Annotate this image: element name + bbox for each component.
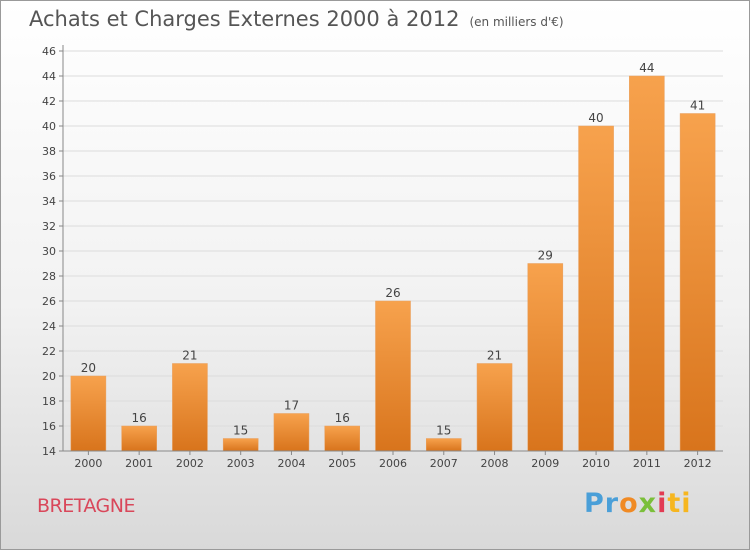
axes: 14 16 18 20 22 24 26 28 30 32 34 36 38 40 42 44 46 2000 20… bbox=[42, 45, 723, 470]
bar bbox=[172, 363, 208, 452]
y-tick-label: 38 bbox=[42, 145, 56, 158]
data-label: 26 bbox=[385, 286, 400, 300]
chart-title: Achats et Charges Externes 2000 à 2012 (e… bbox=[29, 7, 564, 31]
bar bbox=[679, 113, 716, 452]
logo-part: Pr bbox=[584, 488, 620, 519]
bar bbox=[629, 75, 665, 452]
bar bbox=[324, 425, 360, 452]
bar bbox=[426, 438, 462, 452]
y-tick-label: 20 bbox=[42, 370, 56, 383]
x-tick-label: 2011 bbox=[633, 457, 661, 470]
data-label: 15 bbox=[233, 424, 248, 438]
x-tick-label: 2012 bbox=[684, 457, 712, 470]
y-tick-label: 40 bbox=[42, 120, 56, 133]
title-text: Achats et Charges Externes 2000 à 2012 bbox=[29, 7, 460, 31]
bar bbox=[527, 263, 564, 452]
bar bbox=[375, 300, 411, 452]
data-label: 44 bbox=[639, 61, 654, 75]
x-tick-label: 2009 bbox=[531, 457, 559, 470]
bars: 20 16 21 15 17 16 26 15 21 29 40 44 41 bbox=[70, 61, 716, 452]
data-label: 15 bbox=[436, 424, 451, 438]
data-label: 41 bbox=[690, 99, 705, 113]
bar bbox=[476, 363, 513, 452]
y-tick-label: 36 bbox=[42, 170, 56, 183]
logo-part: ti bbox=[667, 488, 692, 519]
logo-part: x bbox=[638, 488, 658, 519]
data-label: 20 bbox=[81, 361, 96, 375]
chart-subtitle: (en milliers d'€) bbox=[469, 15, 564, 29]
x-tick-label: 2002 bbox=[176, 457, 204, 470]
data-label: 17 bbox=[284, 399, 299, 413]
y-tick-label: 24 bbox=[42, 320, 56, 333]
bar bbox=[273, 413, 310, 452]
data-label: 16 bbox=[132, 411, 147, 425]
data-label: 21 bbox=[487, 349, 502, 363]
x-tick-label: 2000 bbox=[74, 457, 102, 470]
bar bbox=[222, 438, 259, 452]
data-label: 21 bbox=[182, 349, 197, 363]
data-label: 16 bbox=[335, 411, 350, 425]
y-tick-label: 44 bbox=[42, 70, 56, 83]
region-label: BRETAGNE bbox=[37, 495, 135, 517]
data-label: 29 bbox=[538, 249, 553, 263]
x-tick-label: 2010 bbox=[582, 457, 610, 470]
logo-part: i bbox=[657, 488, 668, 519]
y-tick-label: 42 bbox=[42, 95, 56, 108]
bar bbox=[578, 125, 614, 452]
y-tick-label: 22 bbox=[42, 345, 56, 358]
x-tick-label: 2003 bbox=[227, 457, 255, 470]
bar bbox=[121, 425, 157, 452]
y-tick-label: 32 bbox=[42, 220, 56, 233]
proxiti-logo: Proxiti bbox=[584, 488, 692, 519]
y-tick-label: 16 bbox=[42, 420, 56, 433]
x-tick-label: 2004 bbox=[277, 457, 305, 470]
bar bbox=[70, 375, 107, 452]
y-tick-label: 18 bbox=[42, 395, 56, 408]
x-tick-label: 2007 bbox=[430, 457, 458, 470]
x-tick-label: 2001 bbox=[125, 457, 153, 470]
x-tick-label: 2008 bbox=[481, 457, 509, 470]
y-tick-label: 14 bbox=[42, 445, 56, 458]
x-tick-label: 2005 bbox=[328, 457, 356, 470]
logo-part: o bbox=[619, 488, 639, 519]
y-tick-label: 34 bbox=[42, 195, 56, 208]
x-tick-label: 2006 bbox=[379, 457, 407, 470]
data-label: 40 bbox=[588, 111, 603, 125]
y-tick-label: 28 bbox=[42, 270, 56, 283]
y-tick-label: 30 bbox=[42, 245, 56, 258]
y-tick-label: 46 bbox=[42, 45, 56, 58]
y-tick-label: 26 bbox=[42, 295, 56, 308]
